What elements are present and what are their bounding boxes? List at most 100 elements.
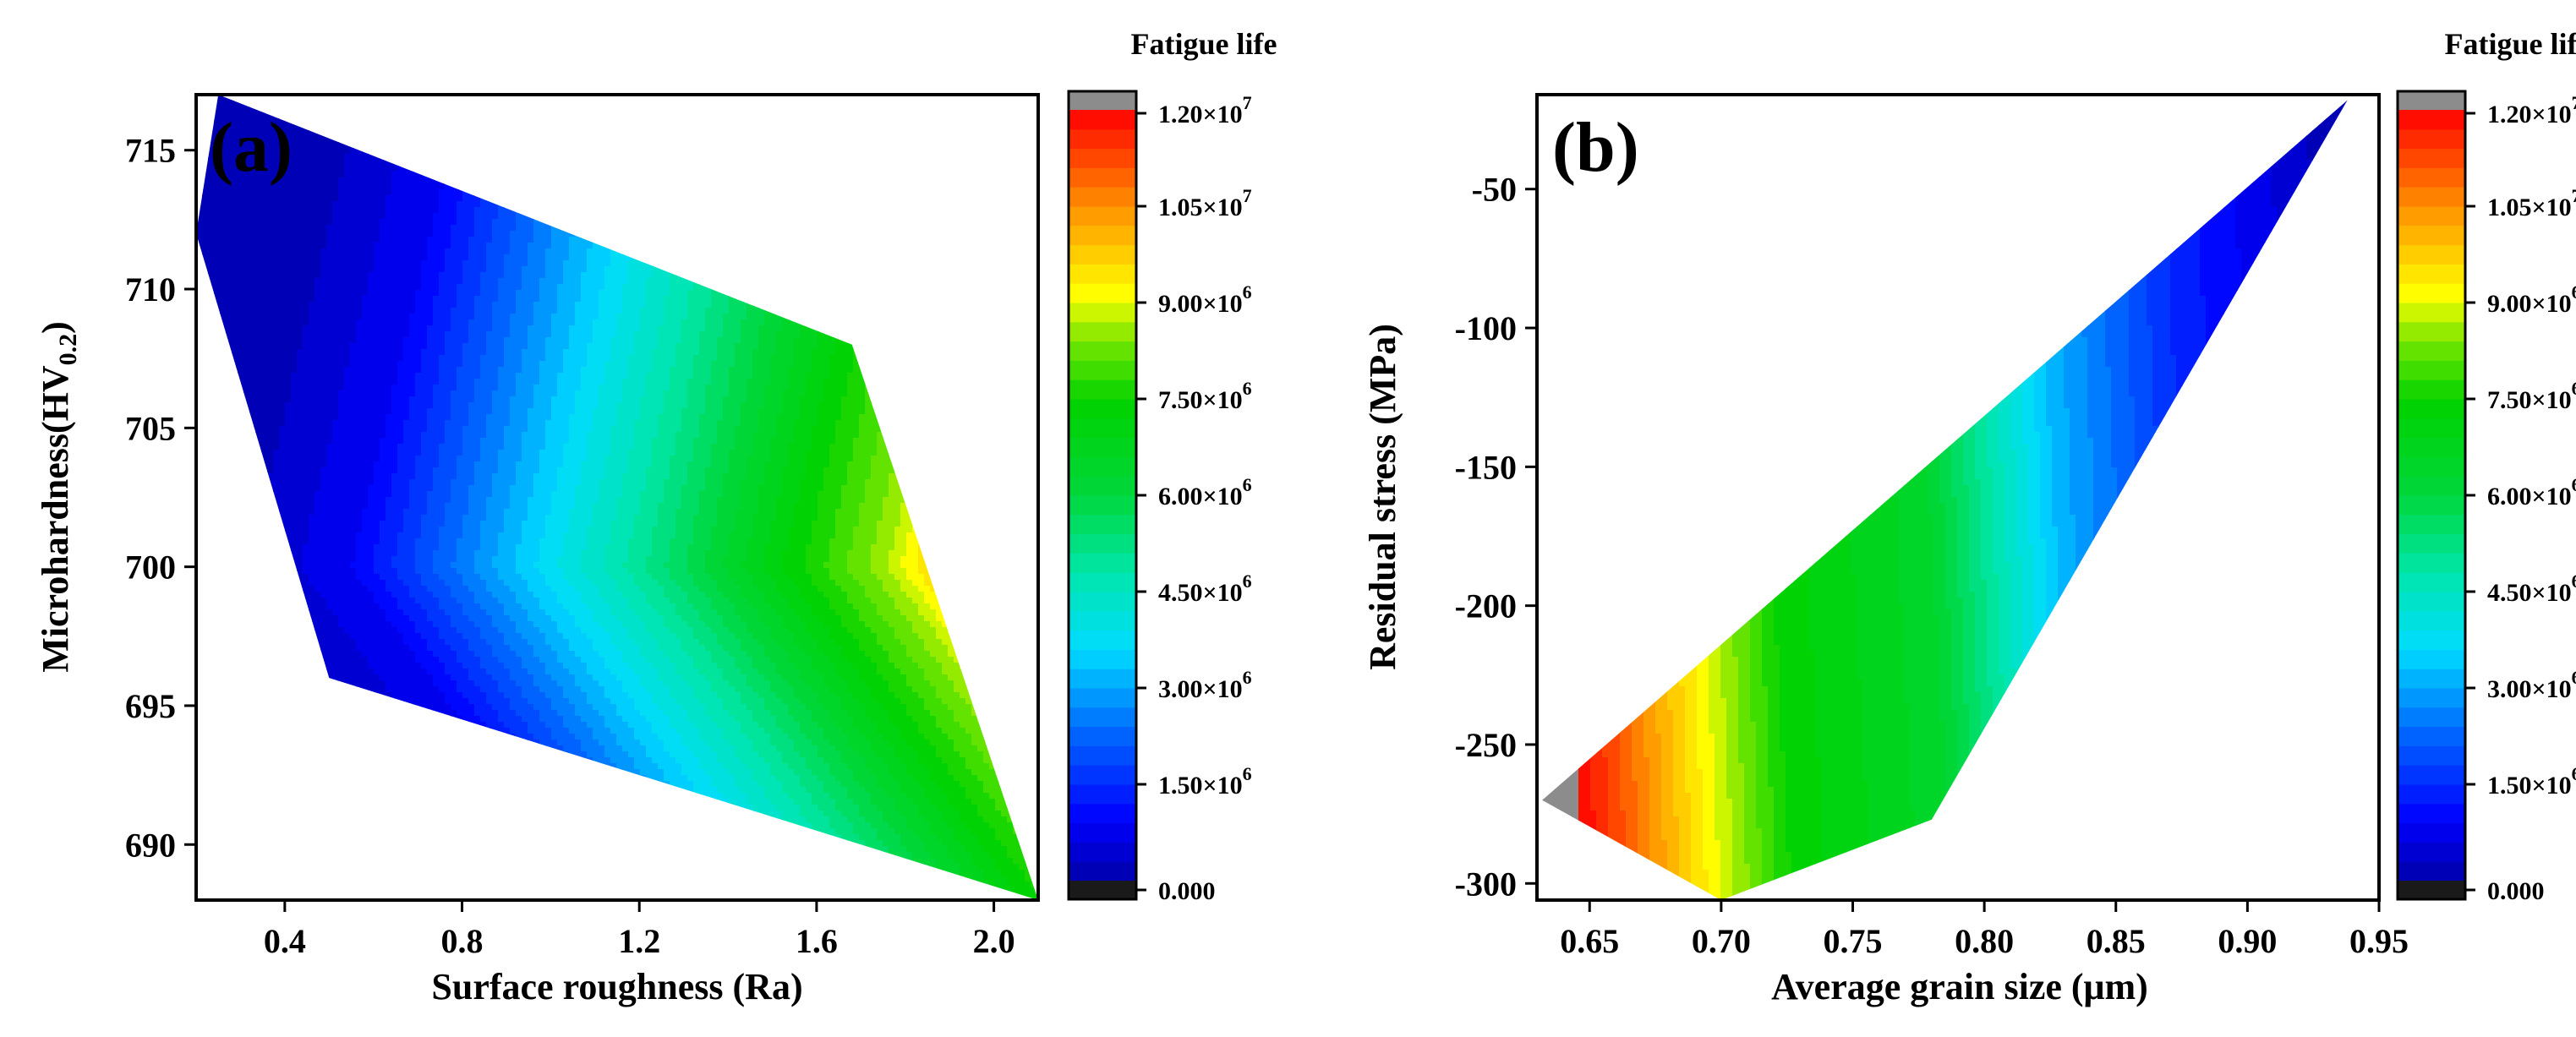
panel-a-contour-cell — [267, 112, 274, 119]
panel-a-contour-cell — [356, 757, 363, 764]
panel-a-contour-cell — [273, 355, 280, 362]
panel-a-contour-cell — [220, 734, 227, 740]
panel-a-contour-cell — [202, 461, 209, 468]
panel-a-contour-cell — [403, 562, 410, 569]
panel-a-contour-cell — [220, 124, 227, 131]
panel-a-contour-cell — [368, 473, 375, 480]
panel-a-contour-cell — [243, 414, 250, 421]
panel-a-contour-cell — [243, 769, 250, 776]
panel-a-contour-cell — [214, 248, 221, 255]
panel-a-contour-cell — [397, 787, 404, 794]
panel-a-contour-cell — [226, 745, 232, 752]
panel-a-contour-cell — [279, 757, 286, 764]
panel-a-contour-cell — [202, 846, 209, 853]
panel-a-contour-cell — [391, 225, 398, 232]
panel-a-contour-cell — [391, 568, 398, 575]
panel-a-contour-cell — [332, 870, 339, 876]
panel-a-contour-cell — [344, 816, 351, 823]
panel-a-contour-cell — [338, 402, 345, 409]
panel-a-contour-cell — [374, 414, 380, 421]
panel-a-contour-cell — [249, 639, 256, 646]
panel-a-contour-cell — [386, 195, 392, 202]
panel-a-contour-cell — [391, 769, 398, 776]
panel-a-contour-cell — [220, 816, 227, 823]
panel-a-contour-cell — [255, 444, 262, 450]
panel-a-contour-cell — [285, 627, 292, 634]
panel-a-contour-cell — [202, 840, 209, 847]
panel-a-contour-cell — [403, 450, 410, 456]
panel-a-contour-cell — [232, 686, 238, 693]
panel-a-contour-cell — [391, 473, 398, 480]
panel-a-contour-cell — [362, 195, 369, 202]
panel-a-contour-cell — [232, 621, 238, 628]
panel-a-contour-cell — [255, 852, 262, 859]
panel-a-contour-cell — [403, 627, 410, 634]
panel-a-contour-cell — [374, 432, 380, 439]
panel-a-contour-cell — [320, 509, 327, 516]
panel-a-contour-cell — [243, 887, 250, 894]
panel-a-contour-cell — [344, 450, 351, 456]
panel-a-contour-cell — [350, 852, 357, 859]
panel-a-contour-cell — [320, 663, 327, 669]
panel-a-contour-cell — [285, 840, 292, 847]
panel-a-contour-cell — [397, 195, 404, 202]
panel-a-contour-cell — [226, 816, 232, 823]
panel-a-contour-cell — [249, 745, 256, 752]
panel-a-contour-cell — [374, 420, 380, 427]
panel-a-contour-cell — [214, 314, 221, 320]
panel-a-contour-cell — [267, 698, 274, 705]
panel-a-contour-cell — [220, 467, 227, 474]
panel-a-contour-cell — [291, 124, 298, 131]
panel-a-contour-cell — [261, 467, 268, 474]
panel-a-contour-cell — [386, 609, 392, 616]
panel-a-contour-cell — [226, 669, 232, 675]
panel-a-contour-cell — [303, 290, 309, 297]
panel-a-contour-cell — [338, 550, 345, 557]
panel-a-contour-cell — [214, 538, 221, 545]
panel-a-contour-cell — [291, 787, 298, 794]
panel-a-contour-cell — [261, 497, 268, 504]
panel-a-contour-cell — [326, 379, 333, 385]
panel-a-contour-cell — [303, 521, 309, 527]
panel-a-contour-cell — [208, 834, 215, 841]
panel-a-contour-cell — [362, 633, 369, 640]
panel-a-contour-cell — [403, 810, 410, 817]
panel-a-contour-cell — [208, 876, 215, 882]
panel-a-contour-cell — [326, 663, 333, 669]
panel-a-contour-cell — [362, 385, 369, 391]
panel-a-contour-cell — [368, 787, 375, 794]
panel-a-contour-cell — [214, 556, 221, 563]
panel-a-contour-cell — [314, 734, 321, 740]
panel-a-contour-cell — [202, 373, 209, 379]
panel-a-contour-cell — [285, 450, 292, 456]
panel-a-contour-cell — [309, 112, 315, 119]
panel-a-contour-cell — [386, 538, 392, 545]
panel-a-contour-cell — [397, 568, 404, 575]
panel-a-contour-cell — [397, 521, 404, 527]
panel-a-contour-cell — [285, 302, 292, 308]
panel-a-contour-cell — [226, 775, 232, 782]
panel-a-contour-cell — [374, 722, 380, 729]
panel-a-contour-cell — [220, 296, 227, 303]
panel-a-contour-cell — [368, 544, 375, 551]
panel-a-contour-cell — [409, 278, 416, 285]
panel-a-contour-cell — [338, 219, 345, 226]
panel-a-contour-cell — [202, 284, 209, 291]
panel-a-contour-cell — [291, 254, 298, 261]
panel-a-contour-cell — [350, 816, 357, 823]
panel-a-contour-cell — [279, 248, 286, 255]
panel-a-contour-cell — [338, 278, 345, 285]
panel-a-contour-cell — [344, 130, 351, 137]
panel-a-contour-cell — [297, 331, 304, 338]
panel-a-contour-cell — [249, 651, 256, 658]
panel-a-contour-cell — [238, 550, 244, 557]
panel-a-contour-cell — [380, 456, 386, 462]
panel-a-contour-cell — [208, 799, 215, 805]
panel-a-contour-cell — [285, 461, 292, 468]
panel-a-contour-cell — [314, 243, 321, 249]
panel-a-contour-cell — [332, 148, 339, 155]
panel-a-contour-cell — [261, 479, 268, 486]
panel-a-contour-cell — [226, 704, 232, 711]
panel-a-contour-cell — [226, 385, 232, 391]
panel-a-contour-cell — [344, 183, 351, 190]
